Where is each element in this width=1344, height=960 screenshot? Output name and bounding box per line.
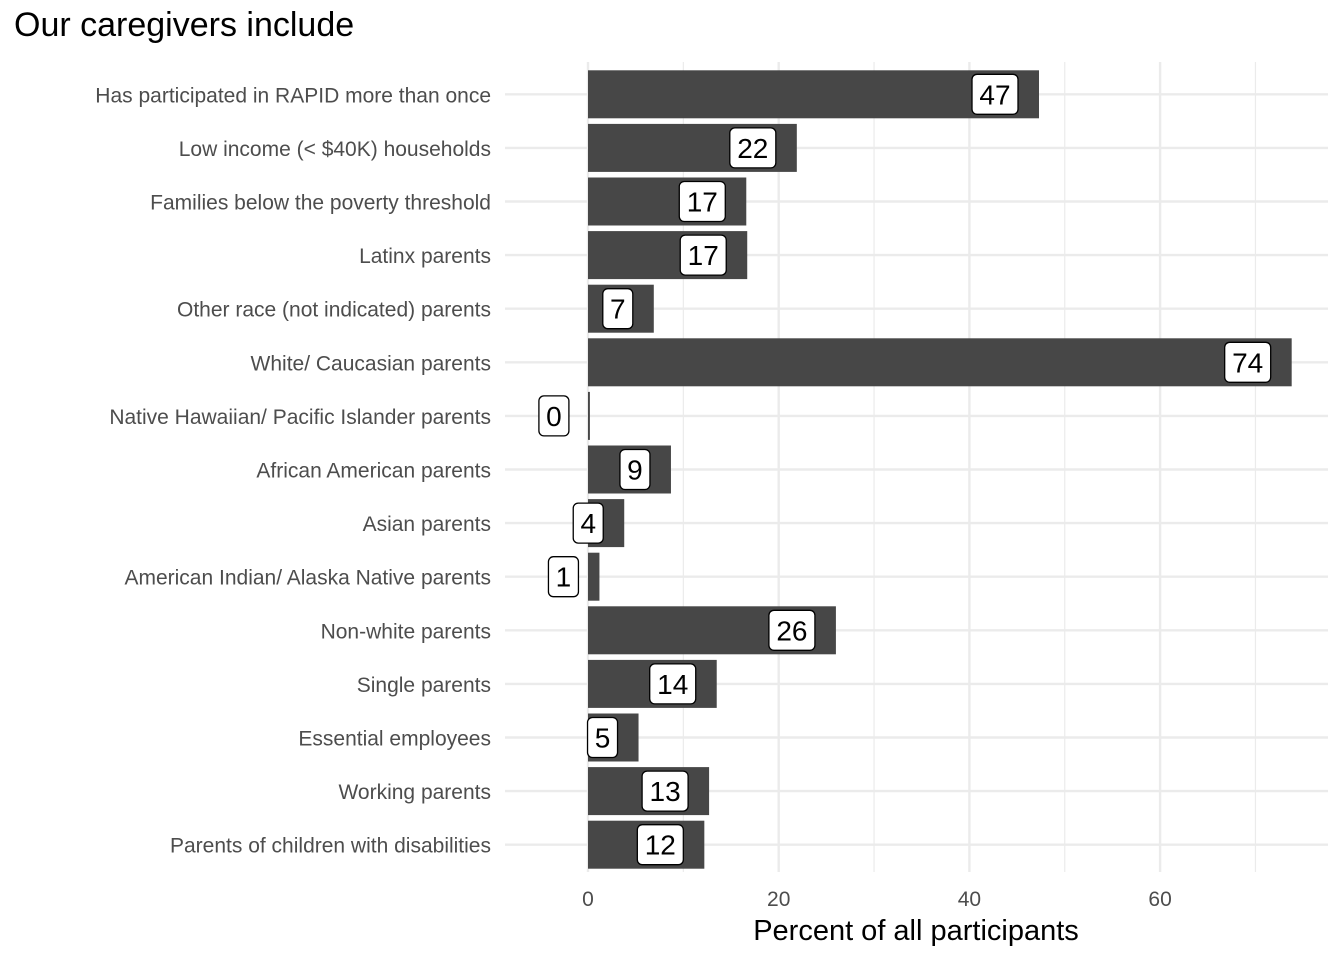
- y-tick-label: Essential employees: [298, 728, 491, 751]
- y-tick-label: Parents of children with disabilities: [170, 835, 491, 858]
- data-label: 17: [678, 180, 726, 223]
- y-tick-label: Low income (< $40K) households: [179, 138, 491, 161]
- data-label-text: 17: [688, 240, 719, 271]
- data-label: 74: [1224, 341, 1272, 383]
- data-label-text: 74: [1232, 347, 1263, 378]
- data-label-text: 5: [595, 723, 611, 754]
- x-axis-title: Percent of all participants: [753, 915, 1079, 947]
- data-label-layer: 47 22 17 17 7 74 0 941 26 14 5 13 12: [538, 73, 1272, 866]
- y-tick-label: African American parents: [256, 460, 491, 483]
- x-tick-label: 20: [767, 888, 790, 911]
- y-tick-labels: Has participated in RAPID more than once…: [95, 84, 491, 857]
- data-label-text: 14: [657, 669, 688, 700]
- bar: [588, 338, 1292, 387]
- y-tick-label: American Indian/ Alaska Native parents: [124, 567, 491, 590]
- data-label: 4: [572, 502, 604, 544]
- data-label-box: [572, 502, 604, 544]
- data-label: 12: [636, 824, 684, 866]
- data-label-box: [602, 288, 634, 330]
- data-label-text: 7: [610, 294, 626, 325]
- data-label-text: 1: [556, 562, 572, 593]
- data-label-box: [619, 448, 651, 491]
- y-tick-label: Non-white parents: [321, 620, 491, 643]
- bar: [588, 552, 600, 601]
- data-label-text: 0: [546, 401, 562, 432]
- x-tick-labels: 0 20 40 60: [582, 888, 1172, 911]
- data-label-box: [636, 824, 684, 866]
- data-label-box: [649, 663, 697, 705]
- data-label-box: [1224, 341, 1272, 383]
- data-label-box: [971, 73, 1019, 115]
- data-label: 9: [619, 448, 651, 491]
- data-label-text: 9: [627, 455, 643, 486]
- data-label: 1: [547, 556, 580, 598]
- x-tick-label: 40: [958, 888, 981, 911]
- data-label-box: [768, 609, 816, 651]
- data-label: 47: [971, 73, 1019, 115]
- bar: [588, 391, 590, 440]
- data-label-text: 4: [580, 508, 596, 539]
- y-tick-label: Families below the poverty threshold: [150, 192, 491, 215]
- data-label-text: 22: [737, 133, 768, 164]
- data-label: 7: [602, 288, 634, 330]
- chart-title: Our caregivers include: [14, 6, 355, 44]
- data-label: 0: [538, 395, 570, 437]
- x-tick-label: 60: [1148, 888, 1171, 911]
- data-label: 14: [649, 663, 697, 705]
- y-tick-label: Native Hawaiian/ Pacific Islander parent…: [109, 406, 491, 429]
- y-tick-label: Single parents: [357, 674, 491, 697]
- data-label-box: [547, 556, 580, 598]
- data-label: 13: [641, 770, 689, 812]
- data-label-text: 47: [979, 79, 1010, 110]
- data-label-box: [678, 180, 726, 223]
- data-label-text: 12: [645, 830, 676, 861]
- data-label: 5: [586, 716, 619, 759]
- y-tick-label: Other race (not indicated) parents: [177, 299, 491, 322]
- data-label-box: [538, 395, 570, 437]
- bar: [588, 70, 1040, 119]
- y-tick-label: Has participated in RAPID more than once: [95, 84, 491, 107]
- data-label-text: 26: [776, 615, 807, 646]
- y-tick-label: Latinx parents: [359, 245, 491, 268]
- data-label: 22: [729, 127, 777, 169]
- y-tick-label: Working parents: [338, 781, 491, 804]
- data-label-text: 13: [650, 776, 681, 807]
- data-label-text: 17: [687, 187, 718, 218]
- y-tick-label: White/ Caucasian parents: [251, 352, 491, 375]
- y-tick-label: Asian parents: [363, 513, 491, 536]
- data-label-box: [641, 770, 689, 812]
- data-label-box: [586, 716, 619, 759]
- data-label: 26: [768, 609, 816, 651]
- x-tick-label: 0: [582, 888, 594, 911]
- data-label: 17: [679, 234, 727, 276]
- data-label-box: [679, 234, 727, 276]
- data-label-box: [729, 127, 777, 169]
